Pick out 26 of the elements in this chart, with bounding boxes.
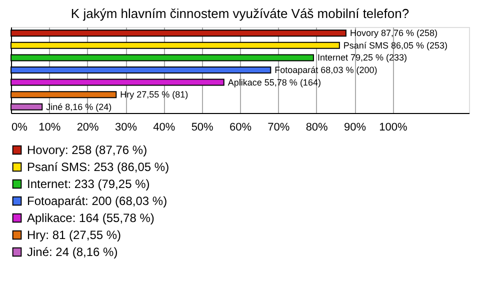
- data-label: Fotoaparát 68,03 % (200): [274, 65, 378, 75]
- legend-label: Psaní SMS: 253 (86,05 %): [27, 160, 170, 174]
- x-tick-label: 40%: [153, 122, 176, 134]
- legend-label: Aplikace: 164 (55,78 %): [27, 211, 154, 225]
- x-tick-label: 90%: [344, 122, 366, 134]
- data-label: Aplikace 55,78 % (164): [228, 77, 321, 88]
- x-tick-label: 70%: [268, 122, 290, 134]
- legend-label: Hovory: 258 (87,76 %): [27, 143, 148, 157]
- x-tick-label: 100%: [379, 122, 408, 134]
- x-tick-label: 10%: [38, 122, 61, 134]
- legend-label: Fotoaparát: 200 (68,03 %): [27, 194, 168, 208]
- data-label: Internet 79,25 % (233): [317, 52, 408, 63]
- x-tick-label: 20%: [76, 122, 100, 134]
- x-tick-label: 50%: [191, 122, 214, 134]
- legend-label: Hry: 81 (27,55 %): [27, 228, 122, 242]
- x-tick-label: 60%: [229, 122, 252, 134]
- chart-title: K jakým hlavním činnostem využíváte Váš mobilní telefon?: [70, 6, 410, 21]
- data-label: Psaní SMS 86,05 % (253): [343, 40, 448, 50]
- legend-label: Internet: 233 (79,25 %): [27, 177, 150, 191]
- x-tick-label: 0%: [12, 122, 28, 134]
- data-label: Jiné 8,16 % (24): [46, 102, 112, 112]
- legend-label: Jiné: 24 (8,16 %): [27, 245, 118, 259]
- data-label: Hry 27,55 % (81): [120, 90, 188, 100]
- x-tick-label: 30%: [114, 122, 138, 134]
- data-label: Hovory 87,76 % (258): [350, 28, 438, 38]
- x-tick-label: 80%: [306, 122, 328, 134]
